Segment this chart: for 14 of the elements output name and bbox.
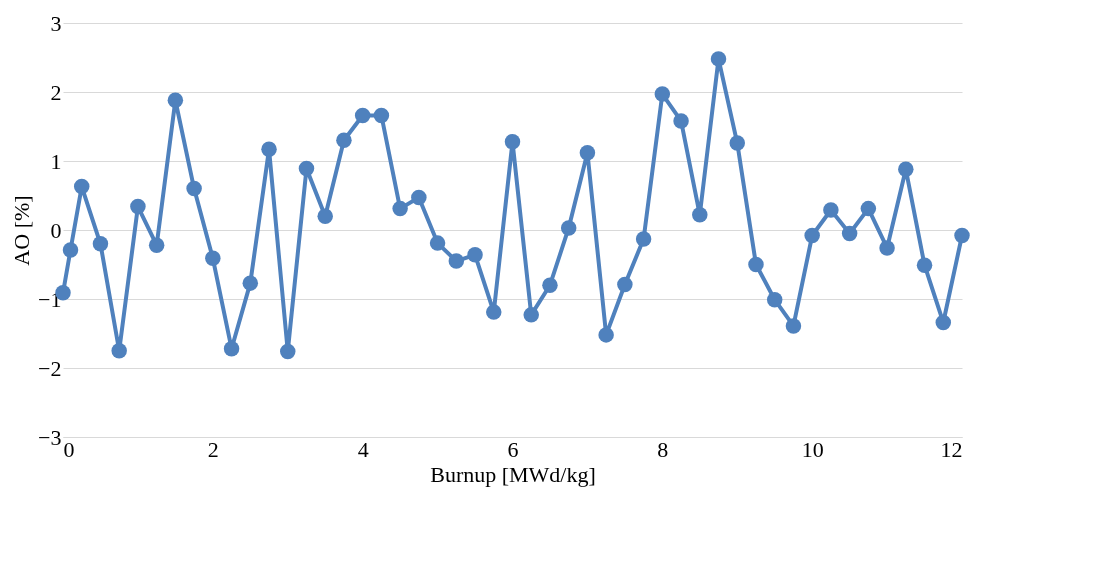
x-axis-title: Burnup [MWd/kg] xyxy=(430,461,596,487)
x-tick-label: 6 xyxy=(507,436,519,462)
x-tick-label: 4 xyxy=(357,436,369,462)
x-tick-label: 12 xyxy=(940,436,963,462)
y-tick-label: 2 xyxy=(50,79,62,105)
x-tick-label: 2 xyxy=(207,436,219,462)
x-tick-label: 8 xyxy=(657,436,669,462)
x-tick-label: 10 xyxy=(801,436,824,462)
y-axis-title: AO [%] xyxy=(9,195,35,266)
y-tick-label: 0 xyxy=(50,217,62,243)
y-tick-label: 1 xyxy=(50,148,62,174)
y-tick-label: −2 xyxy=(38,355,62,381)
y-tick-label: −3 xyxy=(38,424,62,450)
y-tick-label: 3 xyxy=(50,10,62,36)
